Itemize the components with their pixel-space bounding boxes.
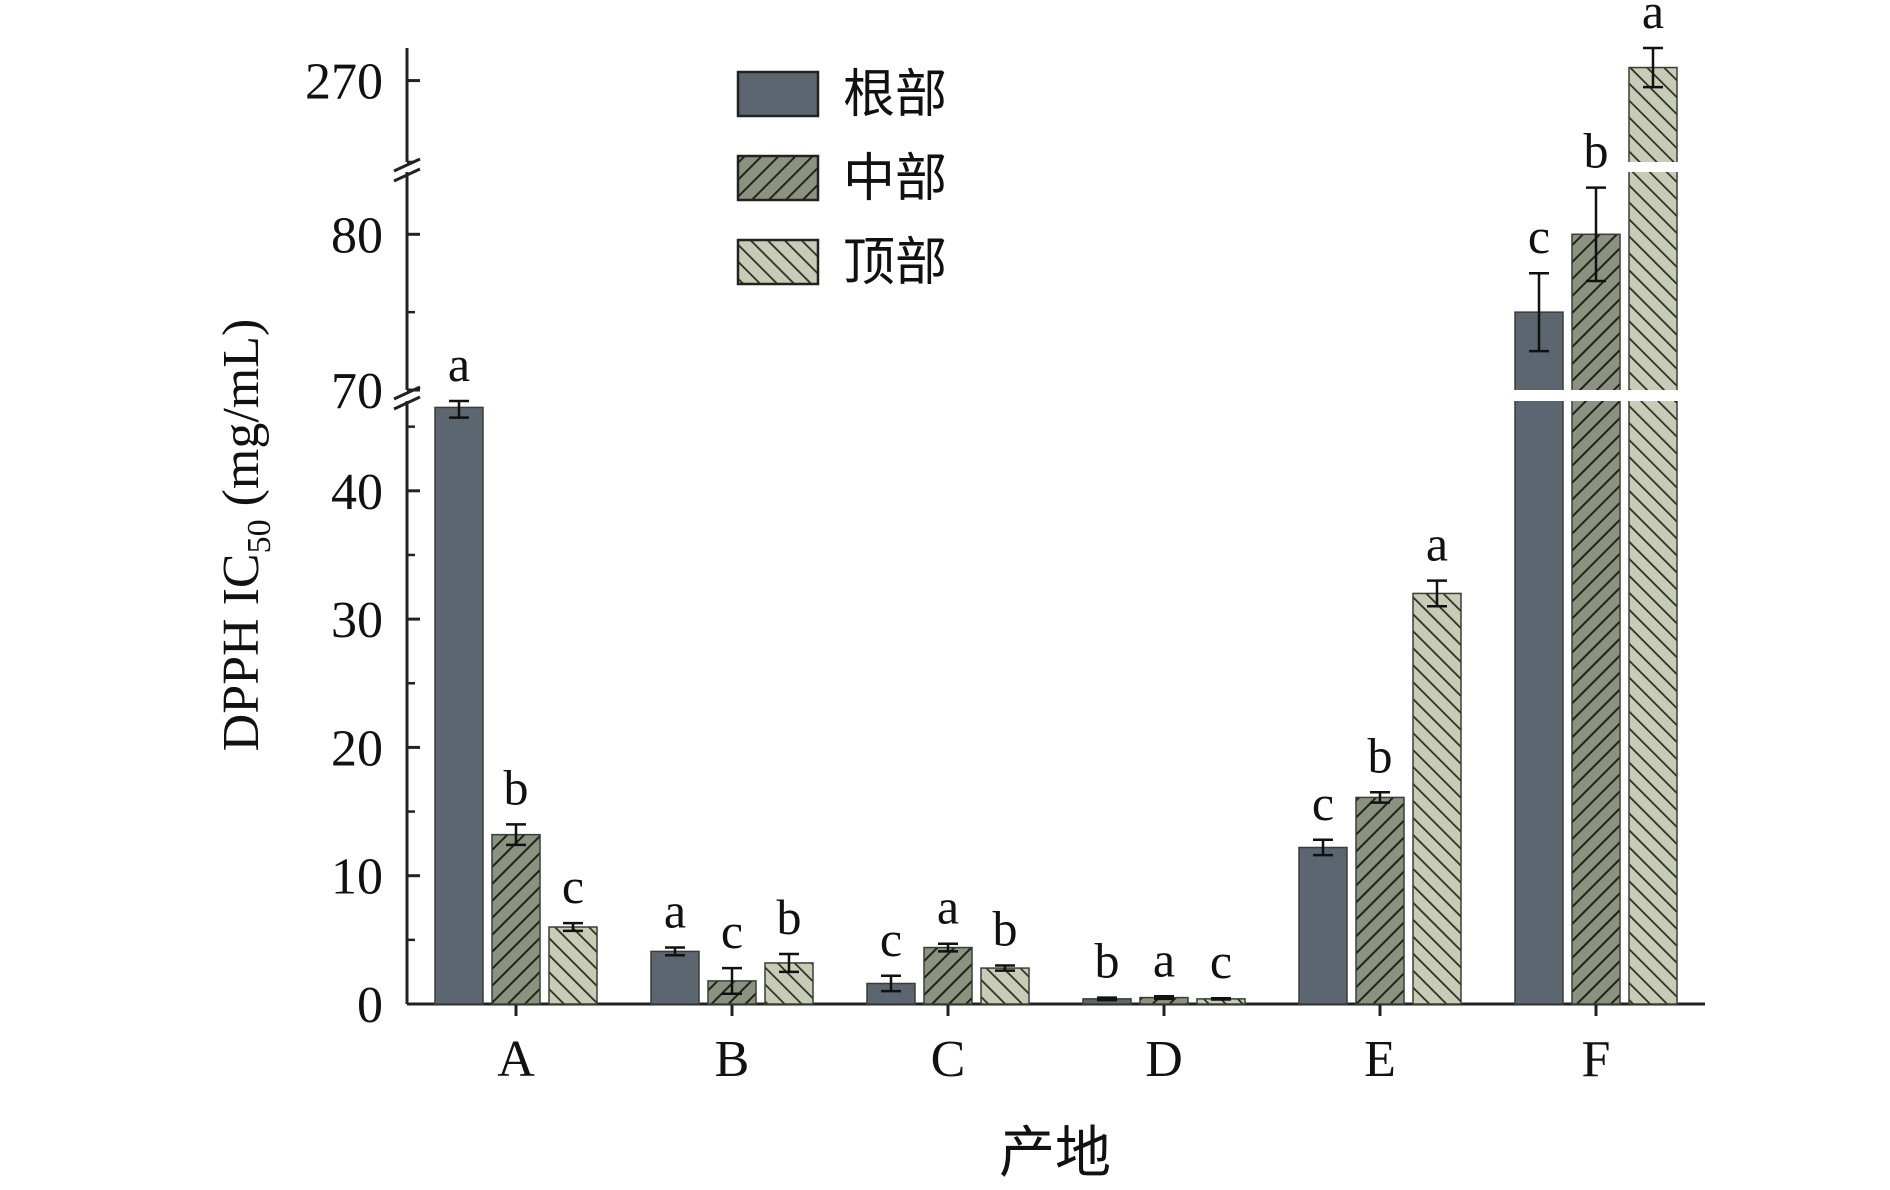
bar-E-顶部 — [1413, 593, 1461, 1004]
x-tick-label-C: C — [931, 1031, 966, 1088]
x-tick-label-D: D — [1145, 1031, 1183, 1088]
legend-swatch-顶部 — [738, 240, 818, 284]
x-axis-label: 产地 — [999, 1123, 1111, 1185]
bar-break-gap-F-0-low — [1513, 390, 1565, 401]
legend-swatch-根部 — [738, 72, 818, 116]
legend-label-根部: 根部 — [843, 67, 947, 124]
significance-letter-B-0: a — [664, 883, 686, 939]
bar-B-根部 — [651, 951, 699, 1004]
significance-letter-F-0: c — [1528, 208, 1550, 264]
y-tick-label-30: 30 — [331, 592, 383, 649]
x-tick-label-B: B — [715, 1031, 750, 1088]
significance-letter-E-2: a — [1426, 516, 1448, 572]
significance-letter-D-2: c — [1210, 933, 1232, 989]
significance-letter-E-1: b — [1368, 727, 1393, 783]
significance-letter-F-2: a — [1642, 0, 1664, 39]
bar-F-根部 — [1515, 312, 1563, 1004]
bar-E-根部 — [1299, 847, 1347, 1004]
bar-break-gap-F-1-low — [1570, 390, 1622, 401]
bar-A-顶部 — [549, 927, 597, 1004]
y-axis-label: DPPH IC50 (mg/mL) — [213, 319, 278, 752]
y-tick-label-70: 70 — [331, 363, 383, 420]
y-tick-label-0: 0 — [357, 977, 383, 1034]
legend-swatch-中部 — [738, 156, 818, 200]
y-axis-label-subscript: 50 — [241, 519, 278, 553]
bar-break-gap-F-2-high — [1627, 162, 1679, 172]
significance-letter-C-2: b — [993, 901, 1018, 957]
bar-F-顶部 — [1629, 68, 1677, 1004]
bars — [435, 48, 1679, 1004]
significance-letter-A-1: b — [504, 759, 529, 815]
bar-F-中部 — [1572, 234, 1620, 1004]
bar-C-顶部 — [981, 968, 1029, 1004]
significance-letter-C-1: a — [937, 879, 959, 935]
bar-break-gap-F-2-low — [1627, 390, 1679, 401]
y-tick-label-270: 270 — [305, 54, 383, 111]
bar-C-中部 — [924, 948, 972, 1004]
bar-A-根部 — [435, 407, 483, 1004]
y-tick-label-10: 10 — [331, 849, 383, 906]
significance-letter-A-2: c — [562, 858, 584, 914]
significance-letter-F-1: b — [1584, 123, 1609, 179]
significance-letter-C-0: c — [880, 911, 902, 967]
legend-label-中部: 中部 — [843, 151, 947, 208]
significance-letter-D-1: a — [1153, 931, 1175, 987]
significance-letter-B-1: c — [721, 903, 743, 959]
y-tick-label-40: 40 — [331, 464, 383, 521]
y-axis-label-suffix: (mg/mL) — [213, 319, 270, 520]
x-tick-label-F: F — [1582, 1031, 1611, 1088]
x-tick-label-E: E — [1364, 1031, 1396, 1088]
legend-label-顶部: 顶部 — [843, 235, 947, 292]
significance-letter-A-0: a — [448, 336, 470, 392]
x-tick-label-A: A — [497, 1031, 535, 1088]
bar-E-中部 — [1356, 797, 1404, 1004]
bar-A-中部 — [492, 835, 540, 1004]
y-tick-label-80: 80 — [331, 207, 383, 264]
y-tick-label-20: 20 — [331, 720, 383, 777]
significance-letter-B-2: b — [777, 889, 802, 945]
significance-letter-D-0: b — [1095, 933, 1120, 989]
significance-letter-E-0: c — [1312, 775, 1334, 831]
